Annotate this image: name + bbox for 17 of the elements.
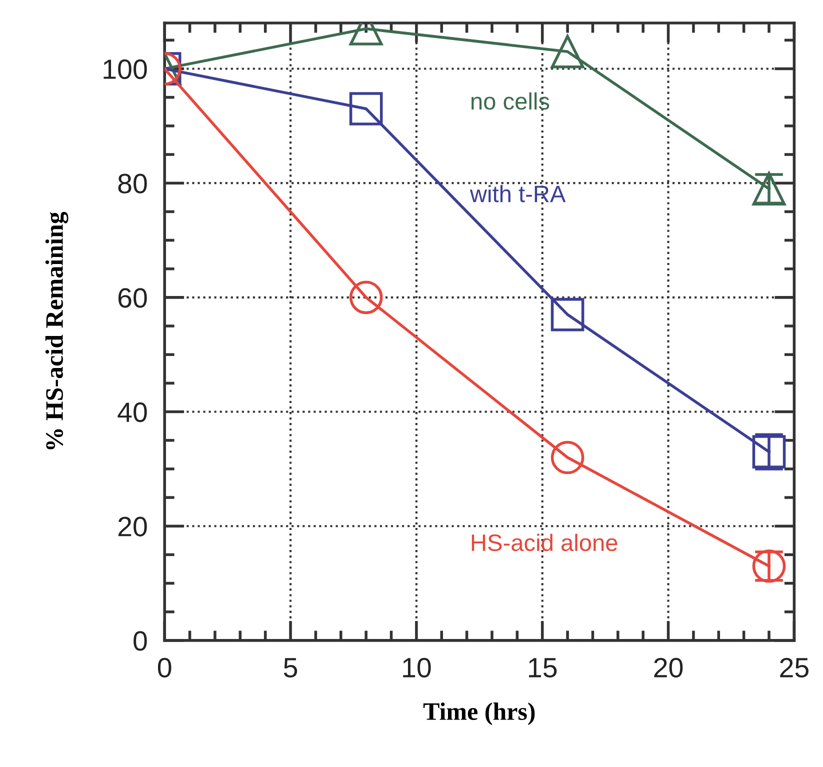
y-tick-label: 100 (104, 59, 147, 80)
x-tick-label: 0 (158, 658, 172, 678)
y-tick-label: 60 (118, 288, 147, 308)
series-label: no cells (472, 92, 550, 110)
y-axis-title: % HS-acid Remaining (45, 212, 68, 450)
x-tick-label: 15 (529, 658, 557, 678)
x-tick-label: 5 (284, 658, 298, 678)
x-tick-label: 10 (403, 658, 431, 678)
x-tick-label: 25 (780, 658, 808, 678)
y-tick-label: 0 (134, 631, 147, 651)
x-tick-label: 20 (654, 658, 683, 678)
series-label: with t-RA (470, 184, 566, 202)
y-tick-label: 40 (118, 402, 147, 422)
x-axis-title: Time (hrs) (423, 702, 535, 726)
y-tick-label: 80 (118, 174, 147, 194)
y-tick-label: 20 (118, 516, 147, 536)
series-label: HS-acid alone (472, 534, 618, 552)
